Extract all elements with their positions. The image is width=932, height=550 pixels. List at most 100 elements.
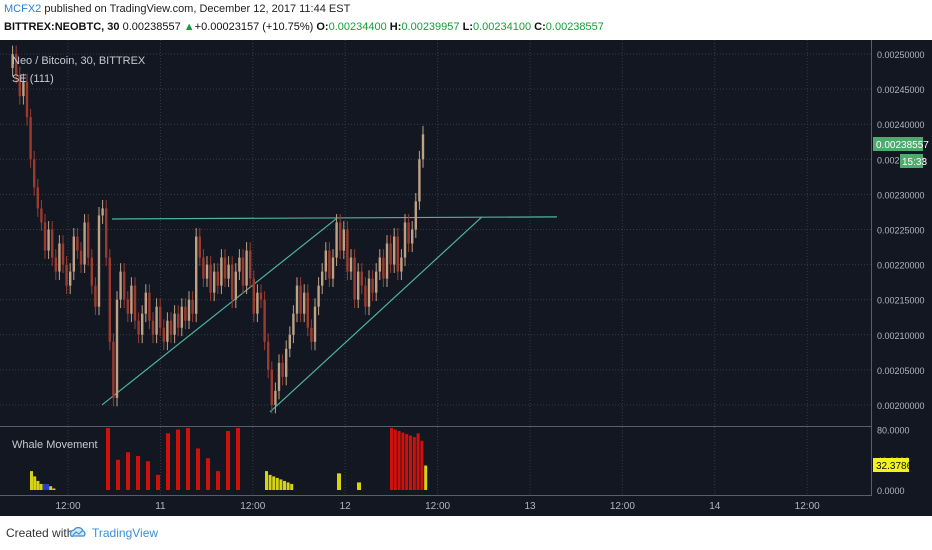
last-price-tag-text: 0.00238557 — [876, 140, 929, 151]
candle-body — [101, 208, 104, 216]
candle-body — [249, 250, 252, 279]
candle-body — [51, 229, 54, 258]
candle-body — [256, 292, 259, 314]
candle-body — [241, 257, 245, 286]
pane-divider[interactable] — [0, 426, 872, 427]
candle-body — [97, 215, 101, 307]
candle-body — [137, 320, 140, 335]
candle-body — [69, 271, 72, 286]
author-link[interactable]: MCFX2 — [4, 3, 42, 15]
whale-value-tag — [873, 458, 909, 472]
whale-bar — [265, 471, 268, 490]
high-label: H: — [389, 21, 402, 33]
candle-body — [321, 271, 324, 286]
candle-body — [259, 292, 263, 300]
candle-body — [33, 159, 36, 188]
time-axis[interactable]: 12:00 11 12:00 12 12:00 13 12:00 14 12:00 — [55, 501, 820, 512]
candle-body — [72, 236, 75, 272]
whale-bar — [337, 473, 341, 490]
candle-body — [173, 313, 176, 335]
tradingview-cloud-icon[interactable] — [68, 524, 88, 540]
candle-body — [220, 257, 223, 286]
candle-body — [331, 257, 335, 279]
whale-value-tag-text: 32.3786 — [876, 461, 913, 472]
candle-body — [371, 278, 374, 293]
whale-bar — [226, 431, 230, 490]
tradingview-link[interactable]: TradingView — [92, 526, 159, 540]
candle-body — [414, 201, 417, 230]
support-line-1 — [101, 218, 337, 406]
candle-body — [79, 250, 83, 265]
candle-body — [385, 243, 389, 279]
trendlines[interactable] — [101, 216, 558, 413]
price-tick-label: 0.00225000 — [877, 225, 925, 235]
whale-bar — [42, 483, 46, 490]
candle-body — [274, 390, 277, 405]
whale-bar — [420, 440, 424, 490]
low-label: L: — [462, 21, 473, 33]
whale-bar — [401, 432, 405, 490]
candle-body — [162, 327, 165, 342]
candle-body — [346, 229, 349, 272]
whale-bar — [390, 428, 393, 490]
whale-bar — [39, 483, 43, 490]
candle-body — [148, 292, 151, 321]
candle-body — [58, 243, 61, 272]
whale-bar — [424, 465, 428, 490]
whale-bar — [33, 476, 37, 490]
price-axis[interactable]: 0.002500000.002450000.002400000.00235000… — [877, 50, 925, 411]
whale-bar — [146, 461, 150, 490]
candle-body — [119, 271, 122, 300]
candle-body — [94, 285, 97, 307]
whale-bar — [236, 428, 240, 490]
whale-bar — [405, 434, 409, 490]
whale-bar — [409, 435, 412, 490]
whale-bar — [166, 433, 170, 490]
whale-bar — [186, 428, 190, 490]
candle-body — [213, 271, 216, 293]
candle-body — [335, 222, 338, 258]
price-tick-label: 0.00220000 — [877, 261, 925, 271]
candle-body — [396, 236, 399, 272]
whale-bar — [116, 459, 120, 490]
candle-body — [252, 278, 255, 314]
chart-area[interactable]: 0.002500000.002450000.002400000.00235000… — [0, 40, 932, 516]
whale-bar — [279, 479, 283, 490]
low-value: 0.00234100 — [472, 21, 532, 33]
candle-body — [115, 299, 119, 398]
candle-body — [133, 285, 137, 321]
whale-bar — [357, 482, 361, 490]
open-value: 0.00234400 — [328, 21, 387, 33]
whale-bar — [126, 452, 130, 490]
candle-body — [267, 341, 270, 370]
candle-body — [43, 222, 47, 251]
candle-body — [126, 299, 129, 314]
whale-bar — [283, 480, 286, 490]
candle-body — [317, 285, 320, 307]
whale-tick-label: 80.0000 — [877, 426, 910, 436]
candle-body — [209, 264, 212, 293]
candle-body — [184, 306, 187, 321]
support-line-2 — [269, 216, 483, 413]
time-tick-label: 12 — [340, 501, 352, 512]
candle-body — [393, 236, 396, 265]
countdown-tag — [900, 154, 923, 168]
chart-svg[interactable]: 0.002500000.002450000.002400000.00235000… — [0, 40, 932, 516]
candle-body — [29, 117, 32, 160]
whale-bar — [49, 486, 53, 490]
candle-body — [306, 292, 309, 328]
legend-indicator: SE (111) — [12, 73, 54, 85]
candle-body — [313, 306, 317, 342]
candle-body — [83, 222, 86, 265]
whale-title: Whale Movement — [12, 439, 98, 451]
candle-body — [40, 208, 43, 223]
whale-bar — [156, 474, 160, 490]
publish-info: published on TradingView.com, December 1… — [44, 3, 351, 15]
candle-body — [123, 271, 126, 300]
whale-bar — [290, 483, 294, 490]
candle-body — [112, 341, 115, 398]
candle-body — [360, 271, 363, 286]
candle-body — [349, 257, 353, 272]
candle-body — [198, 236, 201, 258]
candle-body — [263, 299, 266, 342]
